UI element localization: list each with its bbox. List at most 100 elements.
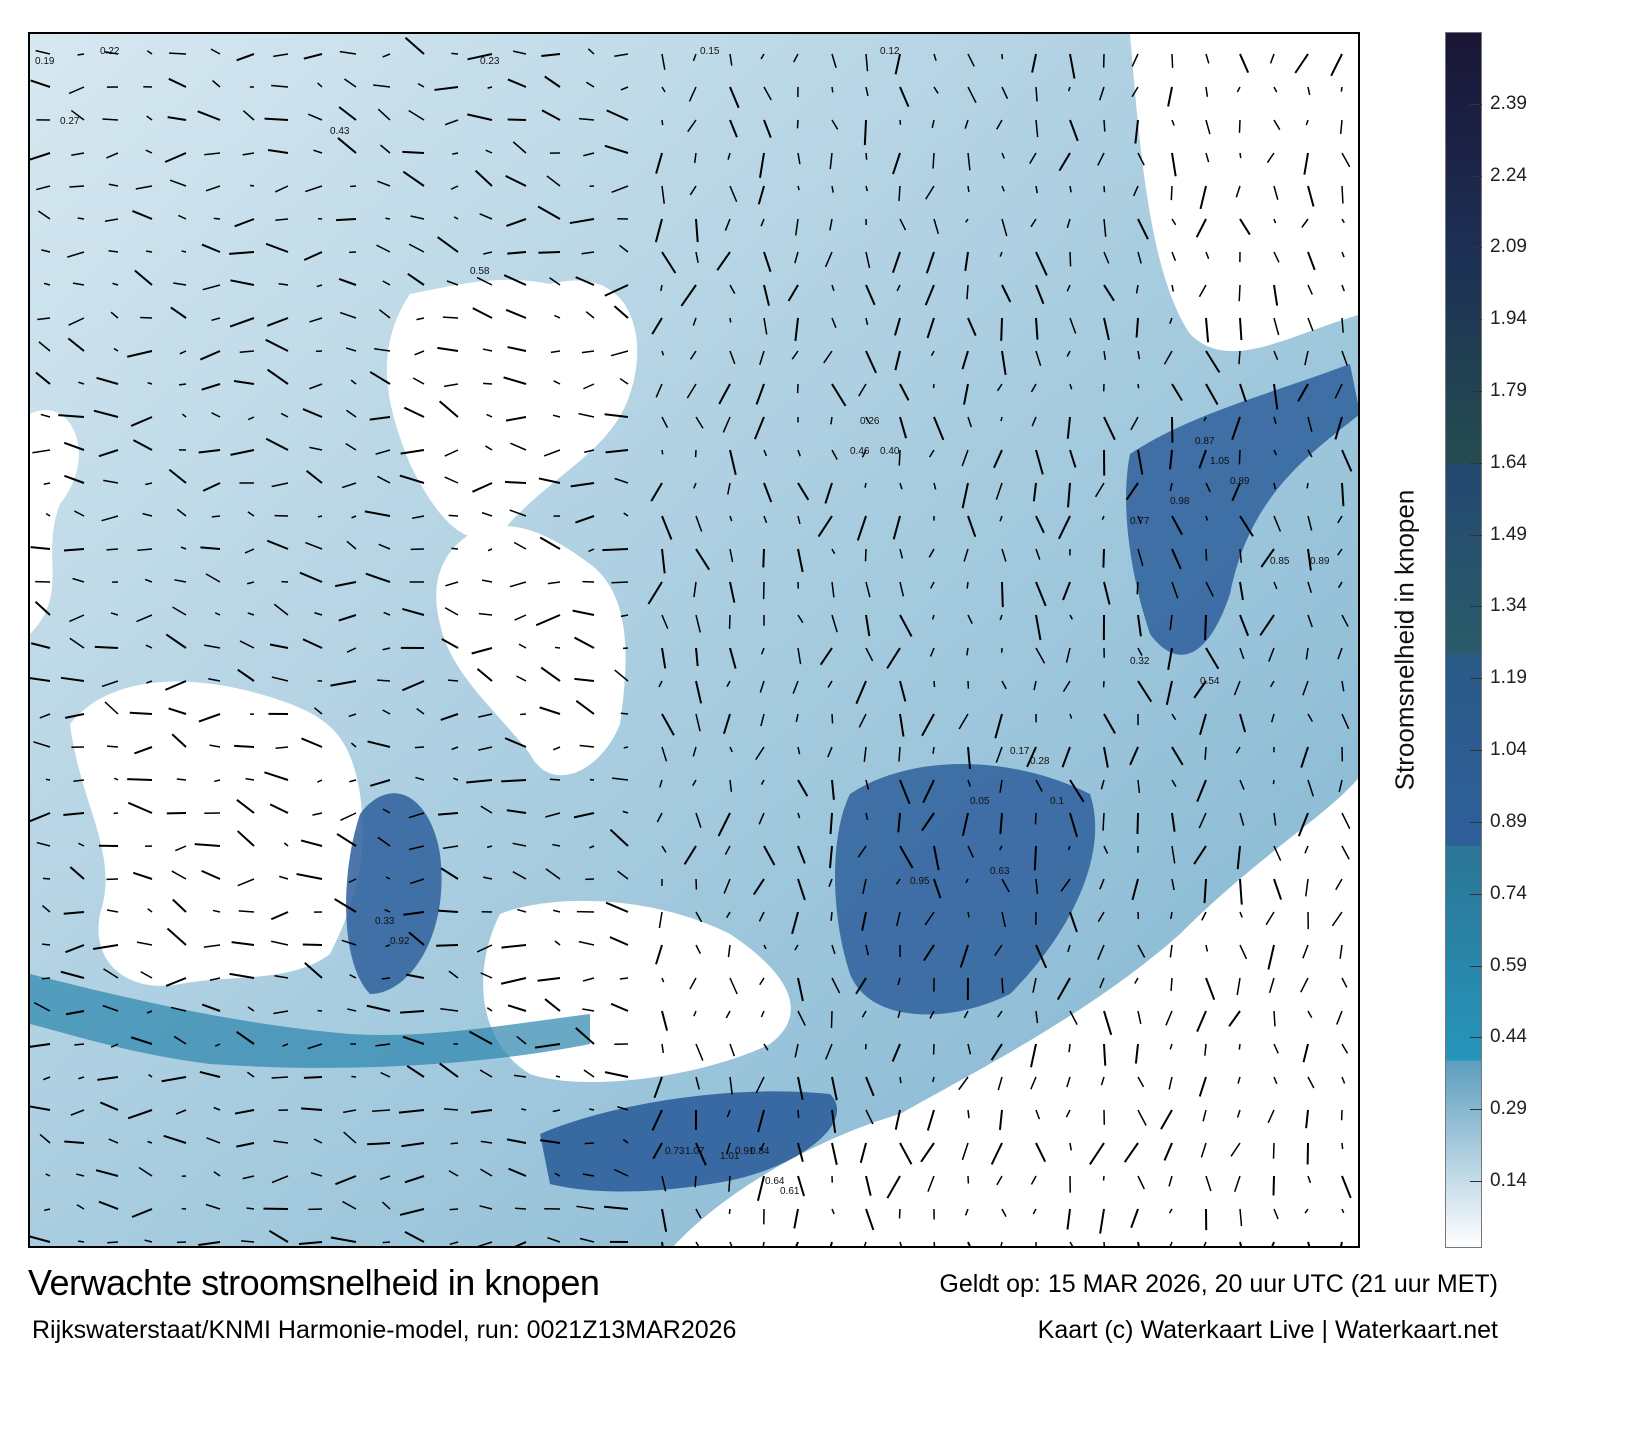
current-arrow [686,383,697,399]
current-arrow [347,1008,357,1012]
current-arrow [265,242,289,253]
current-arrow [1137,680,1153,703]
current-arrow [865,416,870,423]
current-arrow [584,1142,595,1145]
current-arrow [1094,482,1105,498]
current-arrow [247,1006,255,1012]
current-arrow [95,1169,119,1177]
current-arrow [863,119,867,146]
current-arrow [1307,1076,1315,1089]
current-arrow [1307,713,1314,722]
current-arrow [797,1076,804,1100]
current-arrow [169,52,187,55]
current-arrow [168,77,187,88]
current-arrow [1205,647,1220,670]
current-arrow [967,1241,971,1246]
current-arrow [552,909,561,913]
current-arrow [576,1205,595,1210]
current-arrow [78,1240,85,1243]
current-arrow [892,515,901,540]
current-arrow [661,350,665,356]
current-arrow [342,1109,357,1114]
current-arrow [98,449,119,458]
current-arrow [198,713,221,723]
current-speed-map[interactable]: 0.19 0.22 0.23 0.15 0.12 0.27 0.43 0.58 0.26 0.46… [28,32,1360,1248]
speed-label: 0.84 [750,1146,770,1157]
current-arrow [661,1010,669,1031]
current-arrow [618,244,629,253]
current-arrow [173,282,187,286]
current-arrow [967,416,973,428]
current-arrow [695,1142,707,1166]
current-arrow [402,170,425,187]
current-arrow [729,284,736,294]
current-arrow [538,477,561,484]
current-arrow [1035,581,1047,607]
current-arrow [661,515,673,540]
current-arrow [1205,1175,1212,1192]
current-arrow [249,184,255,187]
current-arrow [345,443,357,451]
current-arrow [1341,977,1348,988]
current-arrow [727,482,731,495]
current-arrow [104,50,119,55]
current-arrow [175,1109,187,1115]
current-arrow [211,412,221,418]
current-arrow [1273,1208,1279,1220]
current-arrow [865,317,869,326]
current-arrow [42,877,51,880]
current-arrow [401,680,425,692]
current-arrow [965,218,969,223]
current-arrow [1163,350,1173,365]
current-arrow [467,113,493,121]
current-arrow [506,218,527,227]
current-arrow [1069,119,1079,142]
speed-label: 0.17 [1010,746,1030,757]
current-arrow [39,713,51,719]
current-arrow [922,779,935,804]
current-arrow [831,284,835,292]
current-arrow [1205,515,1209,521]
current-arrow [999,515,1003,522]
current-arrow [343,1131,357,1144]
current-arrow [1030,1175,1037,1185]
current-arrow [865,1208,875,1231]
current-arrow [134,269,153,286]
current-arrow [1307,1010,1313,1019]
speed-label: 0.61 [780,1186,800,1197]
current-arrow [1305,1109,1309,1129]
current-arrow [103,968,119,979]
current-arrow [831,548,836,555]
current-arrow [1103,713,1116,734]
current-arrow [692,779,697,787]
colorbar-tick-label: 1.19 [1490,667,1527,689]
current-arrow [891,1043,901,1062]
current-arrow [1337,515,1343,524]
current-arrow [480,1140,493,1144]
current-arrow [578,117,595,121]
current-arrow [44,1208,51,1212]
current-arrow [552,843,561,847]
current-arrow [334,898,357,913]
current-arrow [827,746,833,758]
current-arrow [1171,581,1179,599]
current-arrow [269,803,289,814]
current-arrow [1171,746,1184,766]
current-arrow [480,1168,493,1177]
current-arrow [757,185,765,205]
current-arrow [1238,284,1241,302]
current-arrow [1205,251,1210,260]
current-arrow [64,1140,85,1144]
current-arrow [865,350,877,374]
current-arrow [1273,284,1279,306]
current-arrow [1171,515,1183,536]
colorbar-tick-mark [1470,247,1482,249]
current-arrow [861,1010,867,1018]
current-arrow [995,746,1003,763]
current-arrow [695,944,702,954]
colorbar-tick-mark [1470,1109,1482,1111]
current-arrow [797,548,804,573]
current-arrow [501,779,527,783]
current-arrow [958,1076,969,1091]
current-arrow [1167,647,1173,671]
